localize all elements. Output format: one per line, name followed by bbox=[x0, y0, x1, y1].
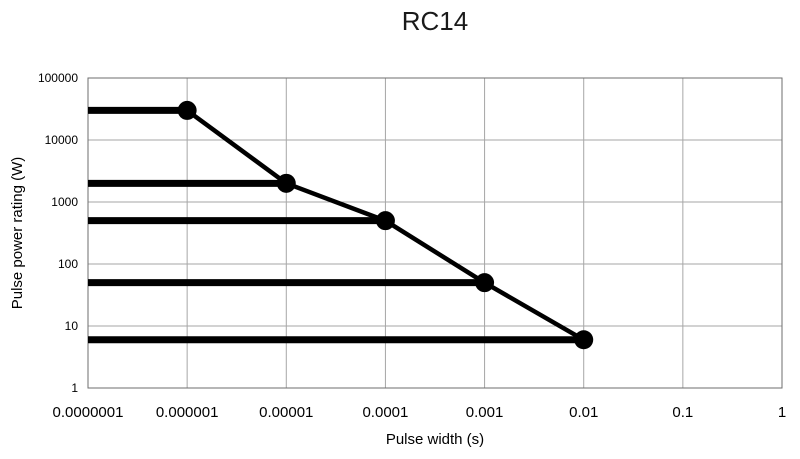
x-tick-label: 0.001 bbox=[466, 404, 504, 421]
x-tick-label: 0.1 bbox=[672, 404, 693, 421]
y-tick-label: 10 bbox=[65, 319, 79, 333]
y-tick-label: 1 bbox=[71, 381, 78, 395]
y-tick-labels: 100000 10000 1000 100 10 1 bbox=[38, 71, 78, 395]
x-tick-label: 0.00001 bbox=[259, 404, 313, 421]
y-tick-label: 1000 bbox=[51, 195, 78, 209]
chart-title: RC14 bbox=[402, 6, 468, 36]
x-tick-labels: 0.0000001 0.000001 0.00001 0.0001 0.001 0.01 0… bbox=[53, 404, 787, 421]
y-tick-label: 100000 bbox=[38, 71, 78, 85]
series-group bbox=[177, 100, 594, 350]
data-point bbox=[574, 330, 594, 350]
x-axis-label: Pulse width (s) bbox=[386, 431, 484, 448]
data-point bbox=[475, 273, 495, 293]
plot-frame bbox=[87, 77, 783, 389]
y-axis-label: Pulse power rating (W) bbox=[9, 157, 26, 310]
y-tick-label: 100 bbox=[58, 257, 78, 271]
x-tick-label: 1 bbox=[778, 404, 786, 421]
y-tick-label: 10000 bbox=[45, 133, 79, 147]
horizontal-lines bbox=[88, 106, 584, 344]
x-tick-label: 0.000001 bbox=[156, 404, 219, 421]
x-tick-label: 0.0001 bbox=[362, 404, 408, 421]
data-point bbox=[375, 211, 395, 231]
data-point bbox=[276, 173, 296, 193]
data-point bbox=[177, 100, 197, 120]
x-tick-label: 0.0000001 bbox=[53, 404, 124, 421]
x-tick-label: 0.01 bbox=[569, 404, 598, 421]
